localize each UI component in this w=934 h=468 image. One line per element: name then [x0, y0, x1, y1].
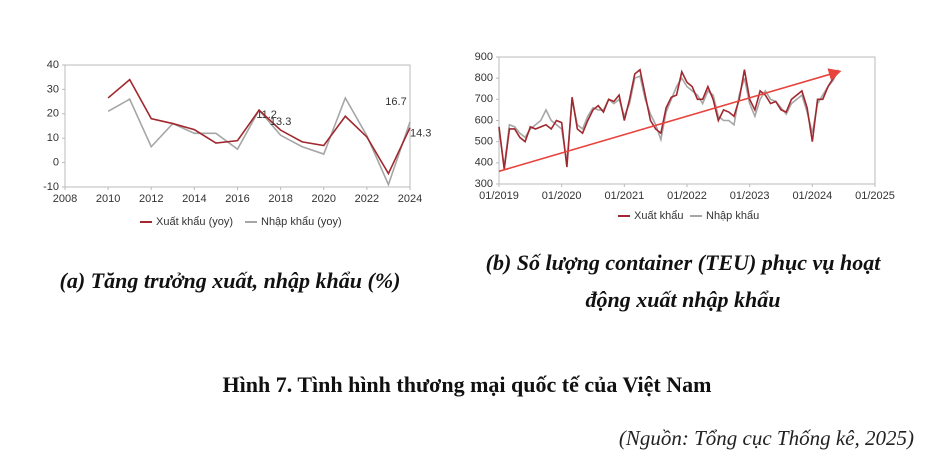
data-label: 16.7 [385, 96, 406, 108]
x-tick-label: 2022 [355, 193, 379, 205]
plot-frame [498, 56, 876, 185]
x-tick-label: 01/2019 [479, 190, 519, 202]
x-tick-label: 2008 [53, 193, 77, 205]
y-tick-label: 40 [47, 59, 59, 71]
y-tick-label: 900 [475, 51, 493, 63]
figure-title: Hình 7. Tình hình thương mại quốc tế của… [222, 372, 712, 397]
y-tick-label: 500 [475, 136, 493, 148]
series-line [107, 78, 411, 176]
x-tick-label: 2016 [225, 193, 249, 205]
x-tick-label: 2014 [182, 193, 206, 205]
x-tick-label: 01/2023 [730, 190, 770, 202]
caption-b: (b) Số lượng container (TEU) phục vụ hoạ… [485, 250, 881, 312]
y-tick-label: 30 [47, 83, 59, 95]
legend-label: Xuất khẩu [634, 210, 684, 222]
source: (Nguồn: Tổng cục Thống kê, 2025) [618, 426, 914, 450]
x-tick-label: 01/2020 [542, 190, 582, 202]
legend-label: Xuất khẩu (yoy) [156, 216, 233, 228]
series-line [498, 69, 840, 168]
trend-arrow [498, 68, 842, 173]
x-tick-label: 01/2024 [792, 190, 832, 202]
y-tick-label: 600 [475, 114, 493, 126]
y-tick-label: 300 [475, 178, 493, 190]
x-tick-label: 01/2022 [667, 190, 707, 202]
plot-frame [64, 64, 411, 188]
y-tick-label: 400 [475, 157, 493, 169]
y-tick-label: 10 [47, 132, 59, 144]
y-tick-label: 800 [475, 72, 493, 84]
x-tick-label: 2018 [268, 193, 292, 205]
series-line [498, 68, 840, 170]
data-label: 13.3 [270, 116, 291, 128]
data-label: 14.3 [410, 128, 431, 140]
y-tick-label: 20 [47, 108, 59, 120]
caption-a: (a) Tăng trưởng xuất, nhập khẩu (%) [59, 268, 401, 293]
x-tick-label: 01/2025 [855, 190, 895, 202]
x-tick-label: 2012 [139, 193, 163, 205]
legend-label: Nhập khẩu [706, 210, 759, 222]
y-tick-label: -10 [43, 181, 59, 193]
x-tick-label: 2010 [96, 193, 120, 205]
y-tick-label: 700 [475, 93, 493, 105]
x-tick-label: 2024 [398, 193, 422, 205]
legend-label: Nhập khẩu (yoy) [261, 216, 342, 228]
x-tick-label: 01/2021 [604, 190, 644, 202]
y-tick-label: 0 [53, 157, 59, 169]
x-tick-label: 2020 [312, 193, 336, 205]
